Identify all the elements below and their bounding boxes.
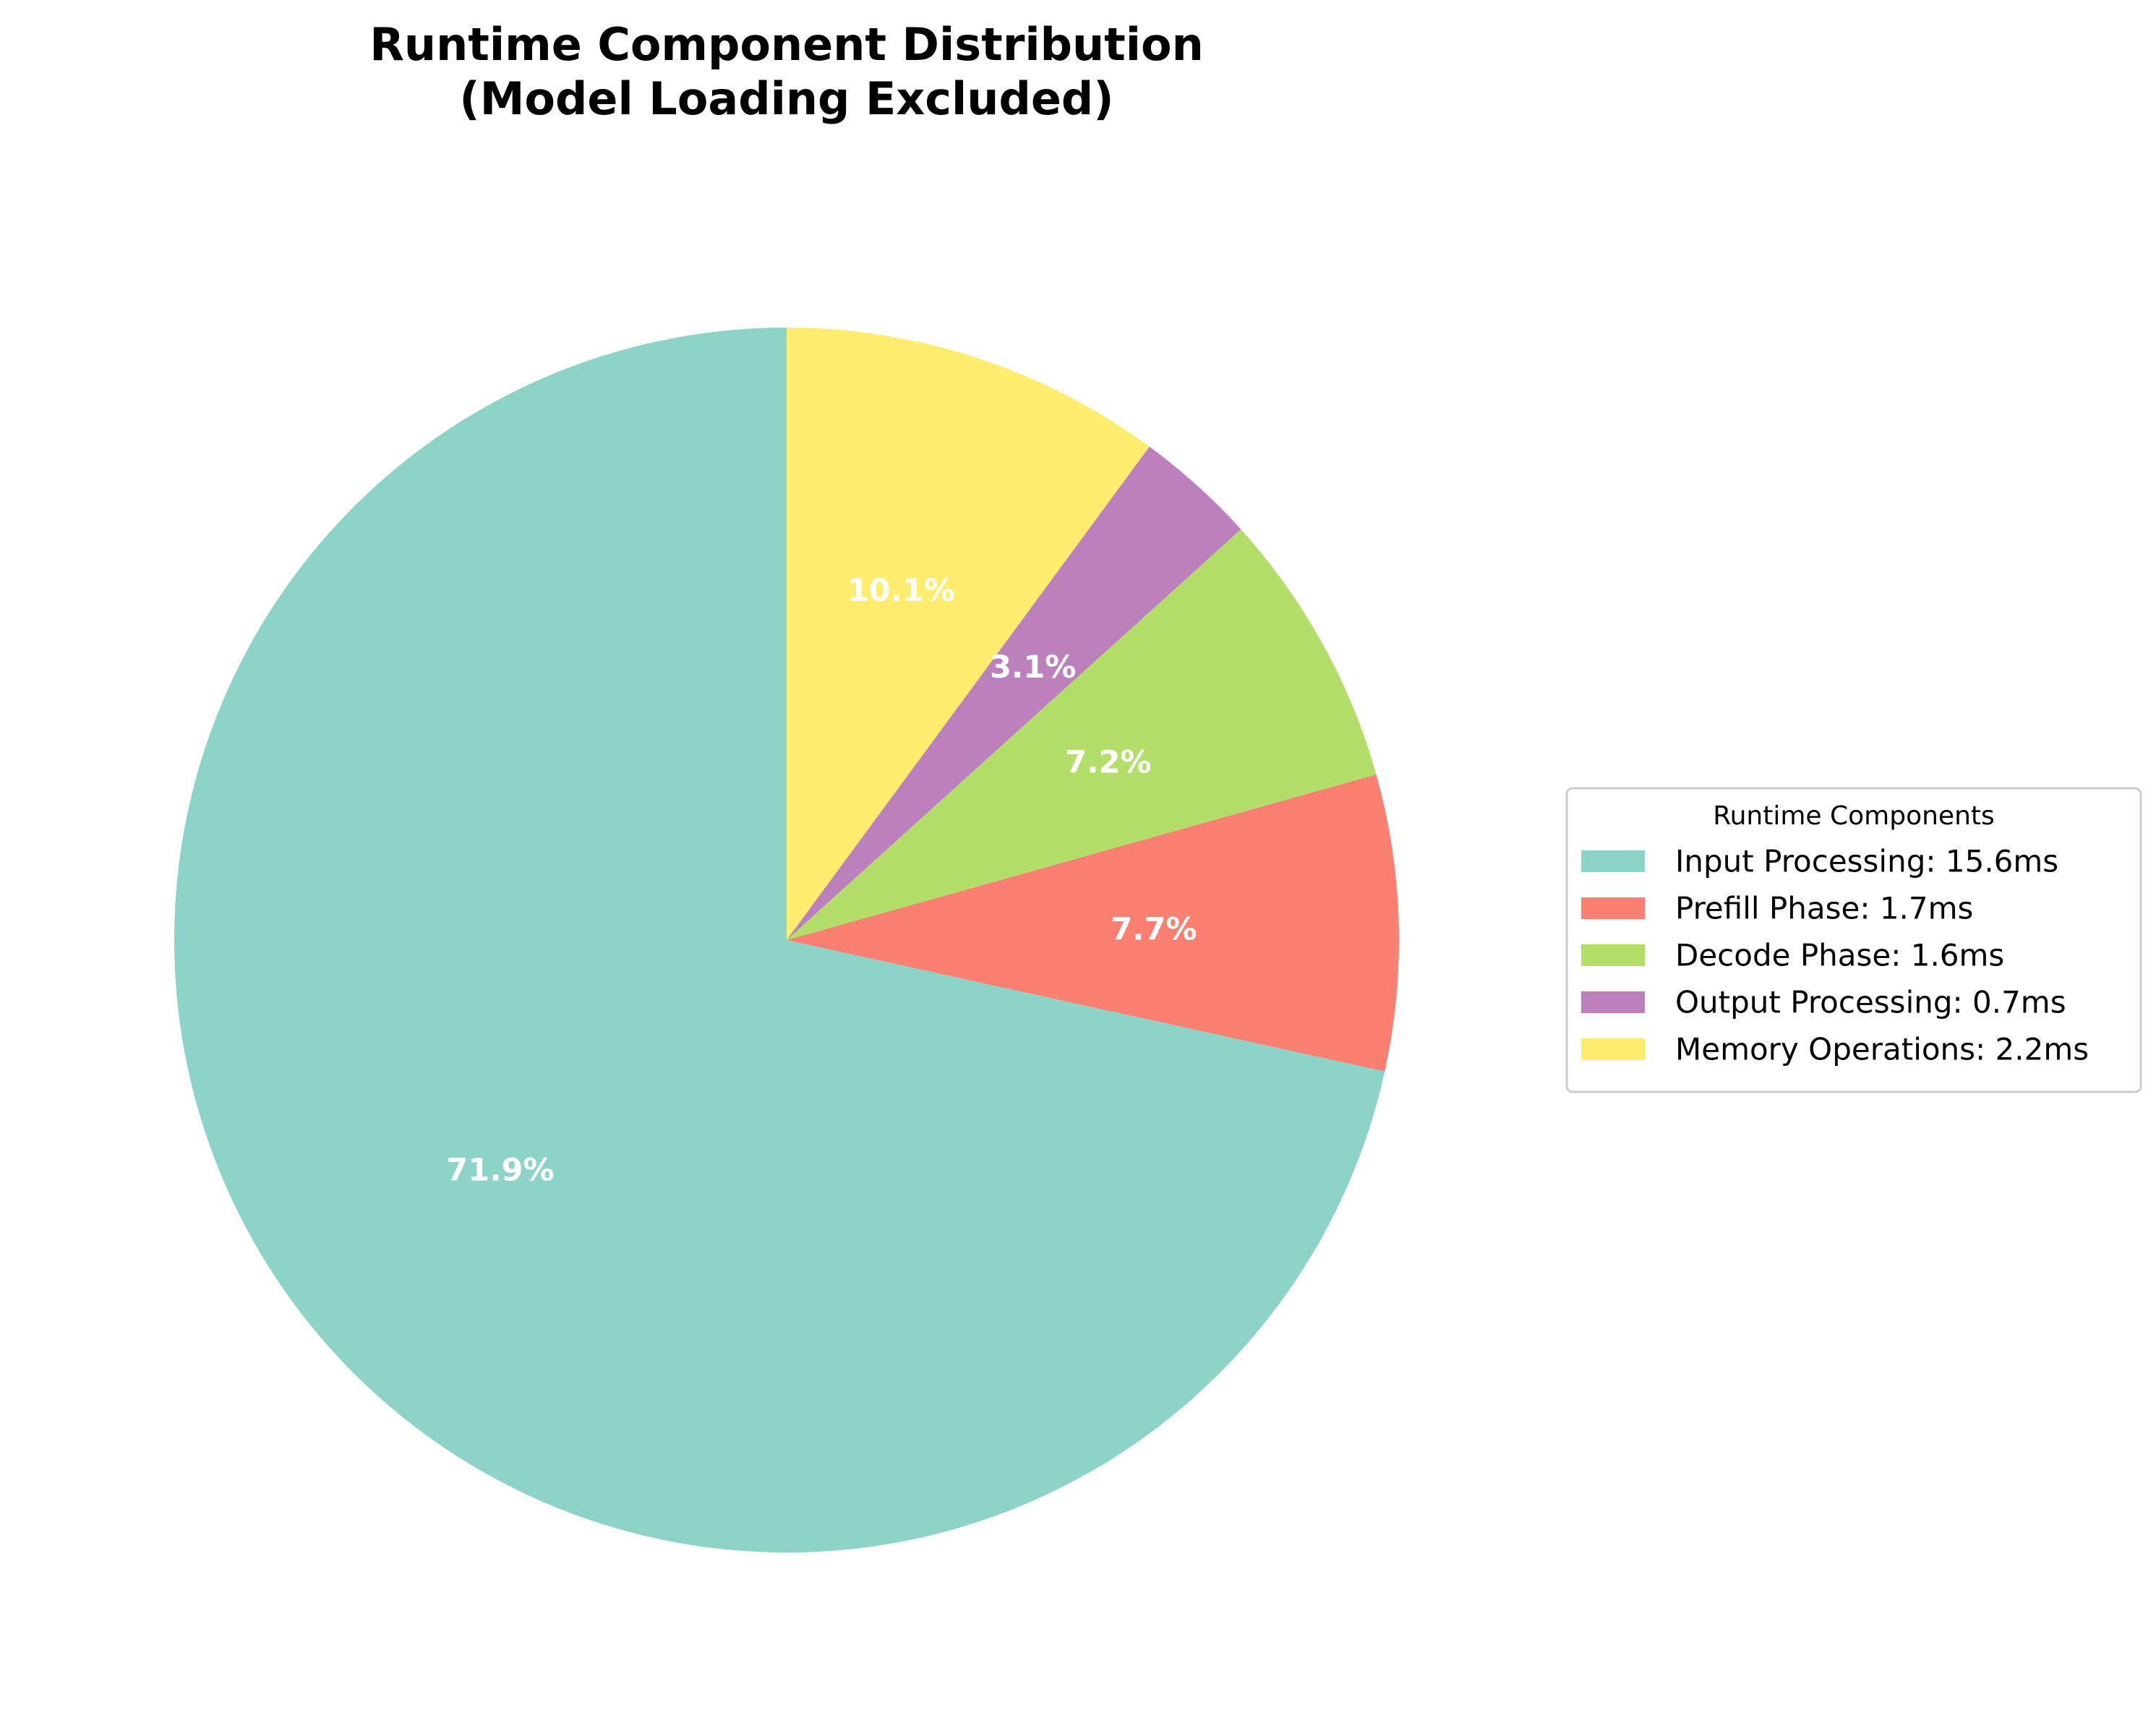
- pie-percent-label-3: 3.1%: [990, 649, 1076, 686]
- pie-slice-3: [787, 446, 1241, 940]
- pie-slice-2: [787, 529, 1377, 940]
- legend-swatch-2: [1581, 944, 1645, 966]
- legend-items: Input Processing: 15.6ms Prefill Phase: 1…: [1581, 844, 2089, 1067]
- pie-percent-label-0: 71.9%: [446, 1152, 554, 1188]
- pie-percent-label-4: 10.1%: [847, 573, 955, 609]
- pie-percent-labels: 71.9% 7.7% 7.2% 3.1% 10.1%: [446, 573, 1197, 1188]
- pie-slices: [174, 328, 1399, 1553]
- legend-swatch-3: [1581, 991, 1645, 1013]
- legend-swatch-1: [1581, 897, 1645, 919]
- legend-label-0: Input Processing: 15.6ms: [1675, 844, 2058, 879]
- legend-label-1: Prefill Phase: 1.7ms: [1675, 891, 1973, 926]
- legend-label-3: Output Processing: 0.7ms: [1675, 985, 2066, 1020]
- legend-frame: [1565, 787, 2142, 1093]
- chart-title-line-2: (Model Loading Excluded): [459, 72, 1113, 125]
- pie-slice-4: [787, 328, 1150, 940]
- chart-title-line-1: Runtime Component Distribution: [369, 18, 1204, 71]
- legend-title: Runtime Components: [1713, 801, 1995, 831]
- legend-label-4: Memory Operations: 2.2ms: [1675, 1032, 2089, 1067]
- legend-swatch-0: [1581, 850, 1645, 872]
- pie-percent-label-1: 7.7%: [1111, 911, 1197, 947]
- legend: Runtime Components Input Processing: 15.…: [1565, 787, 2142, 1093]
- pie-slice-0: [174, 328, 1385, 1553]
- legend-swatch-4: [1581, 1038, 1645, 1060]
- pie-slice-1: [787, 774, 1399, 1072]
- pie-percent-label-2: 7.2%: [1065, 744, 1151, 780]
- chart-title: Runtime Component Distribution (Model Lo…: [369, 18, 1204, 125]
- legend-label-2: Decode Phase: 1.6ms: [1675, 938, 2004, 973]
